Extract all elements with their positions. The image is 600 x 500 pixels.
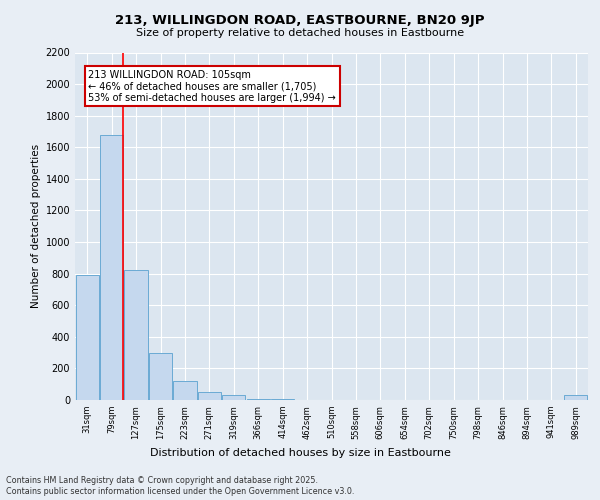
Bar [222, 396, 245, 400]
Bar [100, 134, 123, 400]
Text: 213 WILLINGDON ROAD: 105sqm
← 46% of detached houses are smaller (1,705)
53% of : 213 WILLINGDON ROAD: 105sqm ← 46% of det… [88, 70, 336, 103]
Bar [76, 275, 99, 400]
Bar [198, 392, 221, 400]
Bar [173, 381, 197, 400]
Bar [124, 270, 148, 400]
Text: Contains HM Land Registry data © Crown copyright and database right 2025.: Contains HM Land Registry data © Crown c… [6, 476, 318, 485]
Text: Distribution of detached houses by size in Eastbourne: Distribution of detached houses by size … [149, 448, 451, 458]
Text: 213, WILLINGDON ROAD, EASTBOURNE, BN20 9JP: 213, WILLINGDON ROAD, EASTBOURNE, BN20 9… [115, 14, 485, 27]
Bar [149, 352, 172, 400]
Bar [564, 396, 587, 400]
Y-axis label: Number of detached properties: Number of detached properties [31, 144, 41, 308]
Text: Contains public sector information licensed under the Open Government Licence v3: Contains public sector information licen… [6, 488, 355, 496]
Bar [271, 399, 294, 400]
Text: Size of property relative to detached houses in Eastbourne: Size of property relative to detached ho… [136, 28, 464, 38]
Bar [247, 398, 270, 400]
